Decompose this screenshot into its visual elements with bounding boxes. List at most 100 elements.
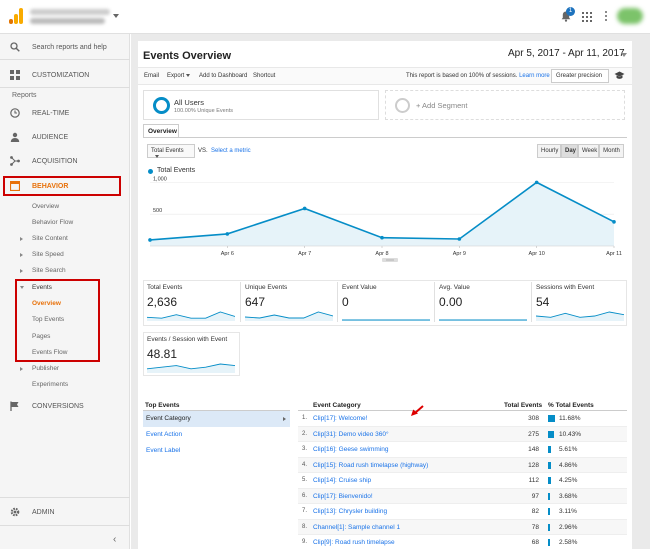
scorecard[interactable]: Avg. Value 0.00: [439, 284, 527, 324]
divider: [143, 410, 290, 411]
sidebar-item-acquisition[interactable]: ACQUISITION: [0, 153, 130, 169]
expand-arrow-icon[interactable]: [20, 253, 23, 257]
search-input[interactable]: Search reports and help: [32, 43, 107, 51]
chart-point[interactable]: [534, 180, 539, 185]
sidebar-item-events-flow[interactable]: Events Flow: [32, 349, 68, 356]
event-category-link[interactable]: Clip[16]: Geese swimming: [313, 446, 389, 453]
pct-total-value: 5.61%: [559, 446, 578, 453]
account-name-redacted[interactable]: [30, 9, 110, 15]
dimension-label: Event Category: [146, 415, 191, 422]
apps-grid-icon[interactable]: [582, 12, 592, 22]
granularity-hourly[interactable]: Hourly: [537, 144, 561, 158]
dimension-event-label[interactable]: Event Label: [146, 447, 181, 454]
x-tick-label: Apr 7: [298, 251, 311, 257]
pct-total-value: 10.43%: [559, 430, 582, 438]
total-events-value: 68: [531, 539, 539, 546]
sidebar-item-conversions[interactable]: CONVERSIONS: [0, 398, 130, 414]
event-category-link[interactable]: Clip[9]: Road rush timelapse: [313, 539, 395, 546]
email-button[interactable]: Email: [144, 73, 160, 79]
chart-point[interactable]: [612, 220, 616, 224]
scorecard-value: 2,636: [147, 295, 178, 309]
sidebar-item-events-overview[interactable]: Overview: [32, 300, 61, 307]
collapse-sidebar-icon[interactable]: ‹: [113, 534, 117, 545]
chart-point[interactable]: [225, 232, 230, 236]
chart-resize-handle-icon[interactable]: [382, 258, 398, 262]
chart-point[interactable]: [380, 235, 384, 240]
granularity-day[interactable]: Day: [561, 144, 578, 158]
export-button[interactable]: Export: [167, 73, 191, 79]
sidebar-item-admin[interactable]: ADMIN: [0, 504, 130, 520]
add-segment-circle-icon: [395, 98, 410, 113]
column-header-pct[interactable]: % Total Events: [548, 402, 594, 409]
clock-icon: [10, 108, 20, 118]
chevron-down-icon[interactable]: [621, 53, 627, 57]
sidebar-item-customization[interactable]: CUSTOMIZATION: [0, 67, 130, 83]
collapse-arrow-icon[interactable]: [20, 286, 24, 289]
column-header-total[interactable]: Total Events: [504, 402, 543, 409]
segment-color-icon: [153, 97, 170, 114]
event-category-link[interactable]: Clip[14]: Cruise ship: [313, 477, 372, 484]
tab-overview[interactable]: Overview: [143, 124, 179, 138]
more-options-icon[interactable]: [605, 11, 608, 22]
analytics-logo-icon[interactable]: [8, 8, 24, 24]
select-metric-link[interactable]: Select a metric: [211, 148, 251, 154]
sidebar-item-audience[interactable]: AUDIENCE: [0, 129, 130, 145]
sidebar-item-label: AUDIENCE: [32, 133, 69, 141]
granularity-month[interactable]: Month: [599, 144, 624, 158]
shortcut-button[interactable]: Shortcut: [253, 73, 276, 79]
event-category-link[interactable]: Clip[31]: Demo video 360°: [313, 430, 389, 438]
column-header-category[interactable]: Event Category: [313, 402, 361, 409]
account-dropdown-icon[interactable]: [113, 14, 119, 18]
expand-arrow-icon[interactable]: [20, 269, 23, 273]
sidebar-item-site-search[interactable]: Site Search: [32, 267, 66, 274]
sidebar-item-site-speed[interactable]: Site Speed: [32, 251, 64, 258]
sidebar-item-behavior[interactable]: BEHAVIOR: [0, 178, 130, 194]
scorecard-sparkline: [147, 311, 235, 321]
sidebar-item-realtime[interactable]: REAL-TIME: [0, 105, 130, 121]
expand-arrow-icon[interactable]: [20, 237, 23, 241]
add-to-dashboard-button[interactable]: Add to Dashboard: [199, 73, 248, 79]
person-icon: [10, 132, 20, 142]
property-name-redacted[interactable]: [30, 18, 105, 24]
total-events-value: 128: [528, 461, 539, 469]
sidebar-item-behavior-flow[interactable]: Behavior Flow: [32, 219, 74, 226]
sidebar-item-pages[interactable]: Pages: [32, 333, 51, 340]
expand-arrow-icon[interactable]: [20, 367, 23, 371]
scorecard[interactable]: Unique Events 647: [245, 284, 333, 324]
segment-all-users[interactable]: All Users 100.00% Unique Events: [143, 90, 379, 120]
chart-point[interactable]: [457, 237, 462, 241]
chart-point[interactable]: [302, 206, 307, 211]
sidebar-search[interactable]: Search reports and help: [0, 39, 130, 55]
tab-divider: [143, 137, 627, 138]
dimension-event-category[interactable]: Event Category: [143, 411, 290, 427]
event-category-link[interactable]: Clip[17]: Welcome!: [313, 415, 368, 422]
event-category-link[interactable]: Clip[13]: Chrysler building: [313, 508, 388, 515]
sidebar-item-publisher[interactable]: Publisher: [32, 365, 60, 372]
dimension-event-action[interactable]: Event Action: [146, 431, 183, 438]
share-bar: [548, 415, 555, 422]
event-category-link[interactable]: Clip[15]: Road rush timelapse (highway): [313, 461, 429, 469]
sidebar-item-top-events[interactable]: Top Events: [32, 316, 65, 323]
add-segment-button[interactable]: + Add Segment: [385, 90, 625, 120]
sidebar-item-events[interactable]: Events: [32, 284, 52, 291]
avatar[interactable]: [617, 8, 643, 24]
learn-more-link[interactable]: Learn more: [519, 73, 550, 79]
scorecard[interactable]: Sessions with Event 54: [536, 284, 624, 324]
legend-dot: [148, 169, 153, 174]
event-category-link[interactable]: Channel[1]: Sample channel 1: [313, 523, 401, 531]
chart-point[interactable]: [148, 238, 152, 242]
sidebar-item-experiments[interactable]: Experiments: [32, 381, 69, 388]
row-number: 2.: [302, 430, 308, 437]
precision-select[interactable]: Greater precision: [551, 69, 609, 83]
sidebar-item-behavior-overview[interactable]: Overview: [32, 203, 60, 210]
event-category-link[interactable]: Clip[17]: Bienvenido!: [313, 492, 373, 500]
graduation-cap-icon[interactable]: [614, 71, 625, 80]
date-range-picker[interactable]: Apr 5, 2017 - Apr 11, 2017: [508, 48, 625, 59]
scorecard[interactable]: Event Value 0: [342, 284, 430, 324]
scorecard[interactable]: Events / Session with Event 48.81: [147, 336, 235, 376]
scorecard[interactable]: Total Events 2,636: [147, 284, 235, 324]
metric-select[interactable]: Total Events: [147, 144, 195, 158]
pct-total-value: 3.68%: [559, 492, 578, 500]
granularity-week[interactable]: Week: [578, 144, 599, 158]
sidebar-item-site-content[interactable]: Site Content: [32, 235, 68, 242]
